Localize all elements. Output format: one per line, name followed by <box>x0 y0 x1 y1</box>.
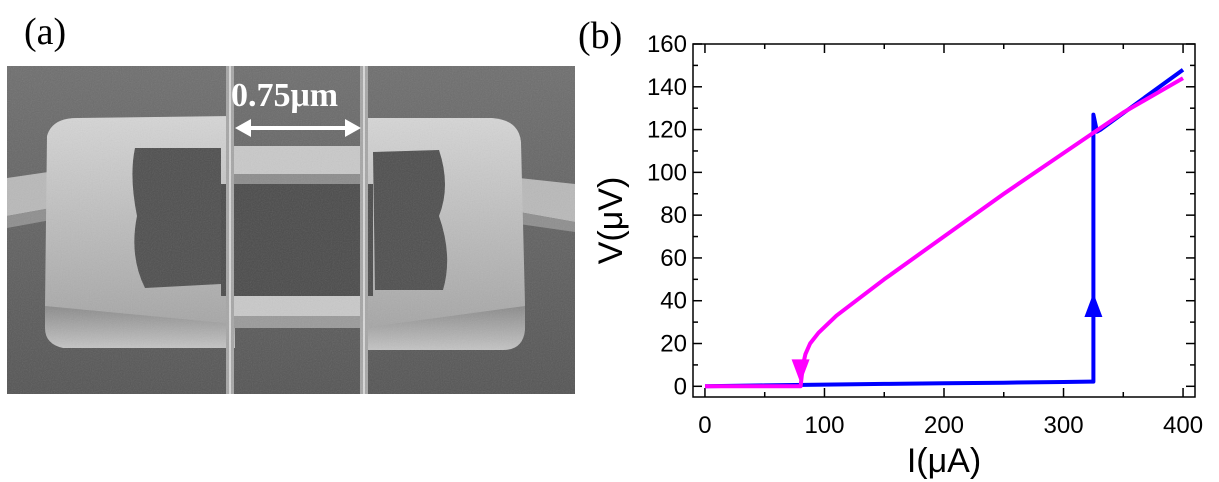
x-axis-title: I(μA) <box>907 442 981 480</box>
y-tick-label: 160 <box>647 31 687 58</box>
direction-arrow-0 <box>1084 293 1103 318</box>
sem-micrograph: 0.75μm <box>7 66 575 394</box>
y-tick-label: 100 <box>647 159 687 186</box>
panel-a-label: (a) <box>24 11 67 53</box>
scale-label: 0.75μm <box>231 77 338 114</box>
y-axis-title: V(μV) <box>592 177 630 265</box>
x-tick-label: 0 <box>698 412 711 439</box>
y-tick-label: 80 <box>660 202 687 229</box>
series-group <box>704 68 1185 389</box>
series-line-0 <box>704 68 1185 389</box>
series-line-1 <box>705 76 1184 389</box>
y-tick-label: 0 <box>674 373 687 400</box>
y-tick-label: 120 <box>647 117 687 144</box>
y-tick-label: 20 <box>660 331 687 358</box>
panel-b-label: (b) <box>578 15 623 57</box>
x-tick-label: 200 <box>924 412 964 439</box>
x-tick-label: 400 <box>1163 412 1203 439</box>
scale-bar-left-arrow <box>235 119 251 137</box>
x-tick-label: 300 <box>1044 412 1084 439</box>
y-tick-label: 140 <box>647 74 687 101</box>
arrows-group <box>791 293 1103 384</box>
y-tick-label: 40 <box>660 288 687 315</box>
plot-frame <box>692 43 1196 398</box>
scale-bar-right-arrow <box>345 119 361 137</box>
ticks-group: 0 100 200 300 400 0 20 40 60 80 100 120 140 160 <box>647 31 1203 439</box>
direction-arrow-1 <box>791 359 810 384</box>
x-tick-label: 100 <box>804 412 844 439</box>
y-tick-label: 60 <box>660 245 687 272</box>
plot-frame-group <box>692 43 1196 398</box>
